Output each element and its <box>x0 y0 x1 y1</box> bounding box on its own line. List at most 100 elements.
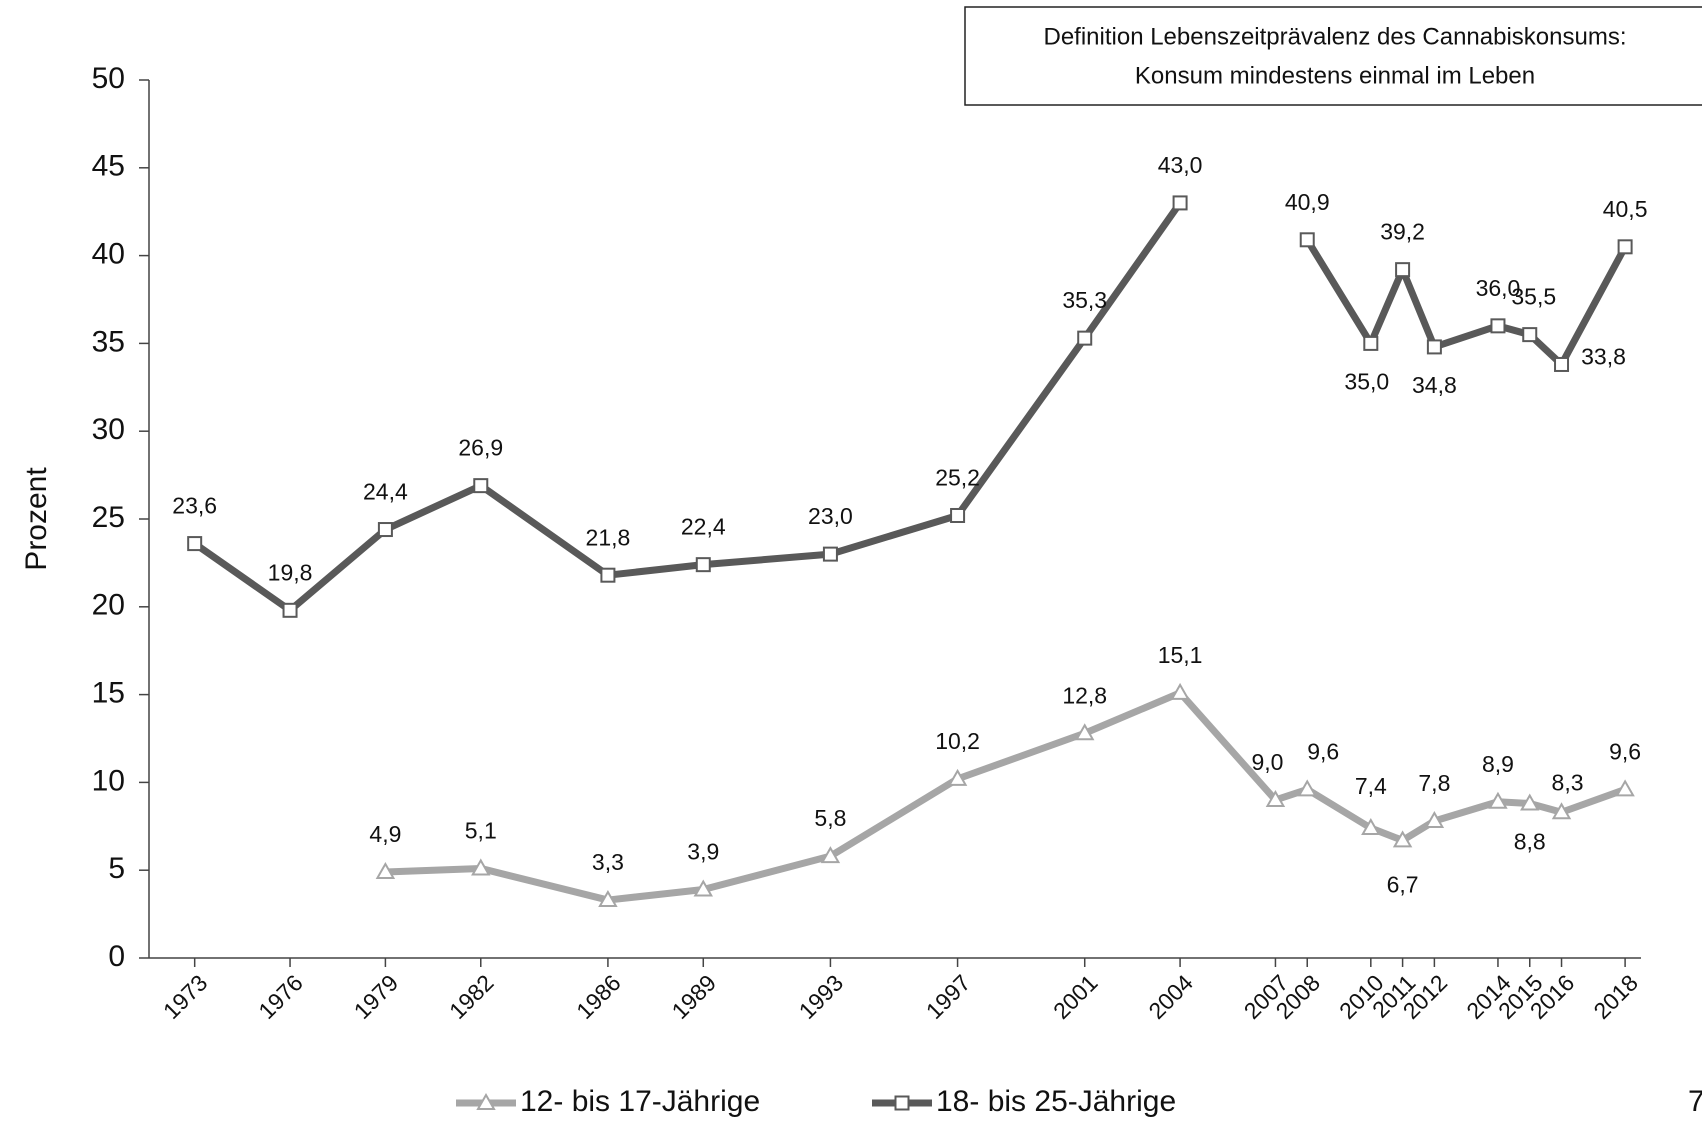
data-point <box>1520 793 1540 811</box>
data-label: 34,8 <box>1412 372 1457 398</box>
data-point <box>950 507 966 523</box>
y-tick-label: 20 <box>92 589 125 622</box>
y-tick-label: 35 <box>92 325 125 358</box>
data-label: 9,6 <box>1609 739 1641 765</box>
page-number: 7 <box>1688 1085 1702 1118</box>
y-tick-label: 40 <box>92 238 125 271</box>
data-point <box>695 557 711 573</box>
data-label: 8,3 <box>1552 769 1584 795</box>
data-label: 5,8 <box>814 805 846 831</box>
data-label: 33,8 <box>1581 344 1626 370</box>
data-label: 40,9 <box>1285 189 1330 215</box>
y-tick-label: 25 <box>92 501 125 534</box>
data-point <box>1265 789 1286 807</box>
data-label: 5,1 <box>465 818 497 844</box>
legend-label: 12- bis 17-Jährige <box>520 1085 760 1118</box>
data-label: 23,6 <box>172 493 217 519</box>
series-line <box>385 689 1627 904</box>
data-label: 6,7 <box>1387 871 1419 897</box>
annotation-box <box>964 6 1702 106</box>
data-label: 22,4 <box>681 514 726 540</box>
data-label: 9,0 <box>1251 749 1283 775</box>
data-label: 35,5 <box>1511 284 1556 310</box>
data-label: 23,0 <box>808 503 853 529</box>
data-point <box>693 879 713 897</box>
y-tick-label: 30 <box>92 413 125 446</box>
series-line <box>192 200 1183 614</box>
data-point <box>1170 682 1190 700</box>
x-tick-label: 2018 <box>1588 969 1643 1024</box>
data-point <box>598 890 618 908</box>
data-point <box>1490 318 1506 334</box>
data-point <box>1488 791 1508 809</box>
data-point <box>1299 232 1315 248</box>
data-point <box>1075 723 1095 741</box>
y-axis-label: Prozent <box>20 467 53 571</box>
data-label: 24,4 <box>363 479 408 505</box>
data-point <box>187 536 203 552</box>
data-label: 21,8 <box>586 524 631 550</box>
data-point <box>1392 830 1413 848</box>
data-label: 7,8 <box>1418 770 1450 796</box>
data-label: 10,2 <box>935 728 980 754</box>
data-label: 39,2 <box>1380 219 1425 245</box>
data-point <box>1426 339 1442 355</box>
y-tick-label: 50 <box>92 62 125 95</box>
data-label: 36,0 <box>1476 275 1521 301</box>
y-tick-label: 45 <box>92 150 125 183</box>
data-point <box>1551 802 1572 820</box>
data-point <box>1172 195 1188 211</box>
data-point <box>1395 262 1411 278</box>
data-point <box>1077 330 1093 346</box>
data-label: 26,9 <box>458 435 503 461</box>
series-line <box>1304 237 1629 368</box>
data-point <box>1522 327 1538 343</box>
data-label: 35,0 <box>1344 368 1389 394</box>
y-tick-label: 0 <box>108 940 125 973</box>
x-tick-label: 1989 <box>667 969 722 1024</box>
data-point <box>1615 779 1635 797</box>
x-tick-label: 1979 <box>349 969 404 1024</box>
data-label: 8,9 <box>1482 751 1514 777</box>
data-point <box>1424 811 1445 829</box>
data-point <box>377 522 393 538</box>
data-point <box>1297 779 1317 797</box>
data-label: 35,3 <box>1062 287 1107 313</box>
annotation-line: Konsum mindestens einmal im Leben <box>1135 62 1535 89</box>
x-tick-label: 1997 <box>921 969 976 1024</box>
data-point <box>473 478 489 494</box>
data-label: 3,9 <box>687 839 719 865</box>
x-tick-label: 1982 <box>444 969 499 1024</box>
data-point <box>822 546 838 562</box>
data-label: 3,3 <box>592 849 624 875</box>
data-label: 25,2 <box>935 465 980 491</box>
x-tick-label: 1976 <box>253 969 308 1024</box>
data-point <box>282 602 298 618</box>
data-point <box>375 861 396 879</box>
x-tick-label: 2001 <box>1048 969 1103 1024</box>
y-tick-label: 5 <box>108 852 125 885</box>
data-label: 12,8 <box>1062 682 1107 708</box>
data-label: 40,5 <box>1603 196 1648 222</box>
y-tick-label: 15 <box>92 677 125 710</box>
data-point <box>1554 356 1570 372</box>
data-point <box>1361 818 1381 836</box>
data-label: 4,9 <box>369 821 401 847</box>
annotation-line: Definition Lebenszeitprävalenz des Canna… <box>1043 23 1626 50</box>
data-label: 15,1 <box>1158 642 1203 668</box>
data-label: 7,4 <box>1355 773 1387 799</box>
x-tick-label: 1993 <box>794 969 849 1024</box>
data-point <box>820 846 841 864</box>
data-label: 19,8 <box>268 559 313 585</box>
data-point <box>947 768 968 786</box>
data-point <box>471 858 491 876</box>
data-point <box>1363 335 1379 351</box>
x-tick-label: 2004 <box>1143 969 1198 1024</box>
data-label: 9,6 <box>1307 739 1339 765</box>
legend-marker <box>894 1095 910 1111</box>
legend-marker <box>476 1092 496 1110</box>
x-tick-label: 1973 <box>158 969 213 1024</box>
data-point <box>1617 239 1633 255</box>
x-tick-label: 1986 <box>571 969 626 1024</box>
